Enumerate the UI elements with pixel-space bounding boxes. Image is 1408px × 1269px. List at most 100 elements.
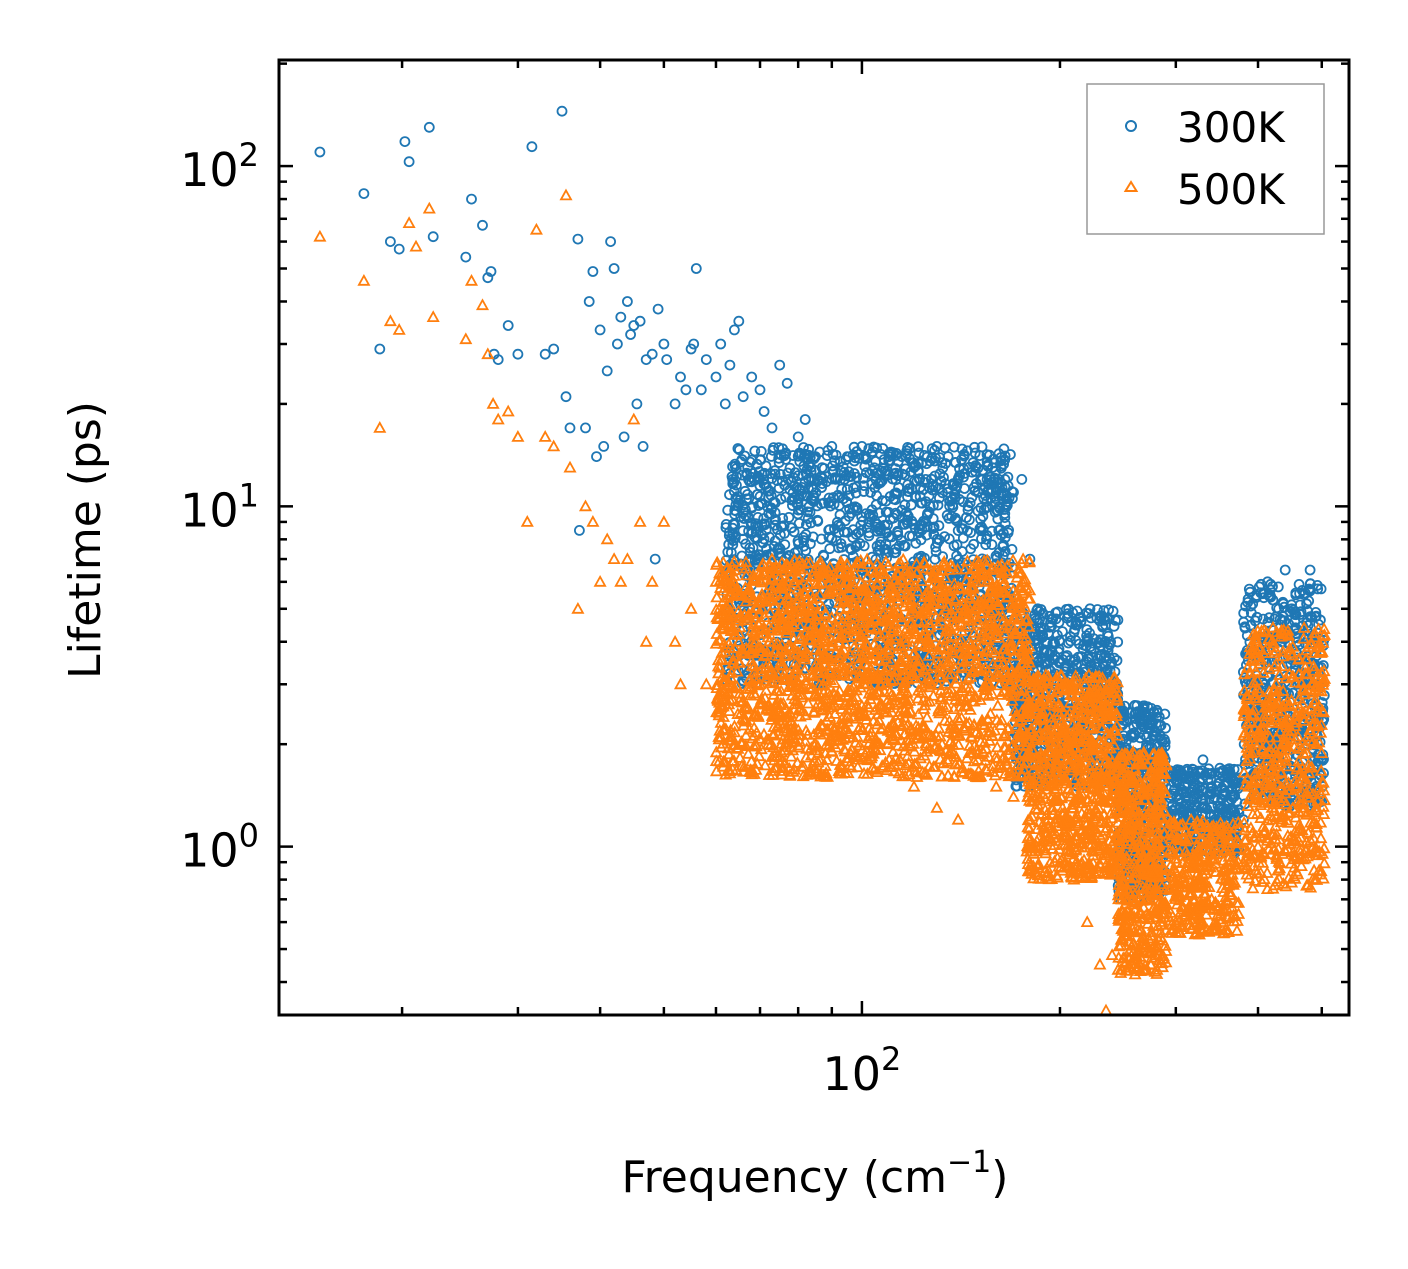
data-point-300k — [601, 365, 613, 377]
data-point-300k — [865, 486, 876, 498]
data-point-300k — [775, 449, 787, 461]
data-point-300k — [631, 398, 643, 410]
data-point-300k — [915, 497, 927, 509]
data-point-300k — [982, 459, 993, 471]
data-point-300k — [904, 442, 916, 454]
data-point-300k — [969, 485, 981, 497]
data-point-300k — [756, 498, 768, 509]
data-point-300k — [710, 371, 722, 383]
data-point-300k — [956, 443, 968, 455]
data-point-300k — [918, 515, 929, 527]
data-point-300k — [1001, 499, 1013, 511]
data-point-300k — [746, 501, 758, 513]
data-point-300k — [952, 525, 964, 536]
data-point-300k — [931, 533, 943, 545]
data-point-300k — [873, 507, 885, 519]
data-point-300k — [750, 518, 762, 530]
data-point-300k — [850, 541, 862, 553]
data-point-300k — [740, 538, 752, 550]
data-point-300k — [564, 422, 576, 434]
data-point-300k — [880, 506, 892, 518]
data-point-300k — [794, 448, 805, 460]
data-point-300k — [661, 354, 673, 366]
data-point-300k — [605, 236, 616, 248]
data-point-300k — [792, 470, 804, 482]
data-point-300k — [772, 524, 783, 535]
data-point-300k — [934, 468, 946, 480]
data-point-300k — [929, 444, 940, 456]
data-point-300k — [403, 156, 415, 168]
data-point-300k — [652, 303, 664, 315]
data-point-300k — [741, 467, 753, 479]
data-point-300k — [688, 338, 700, 350]
data-point-300k — [791, 498, 803, 510]
data-point-300k — [580, 422, 591, 434]
data-point-300k — [1005, 449, 1016, 460]
data-point-300k — [729, 532, 741, 544]
data-point-300k — [943, 513, 955, 524]
data-point-300k — [735, 456, 747, 468]
data-point-300k — [477, 219, 488, 231]
data-point-300k — [964, 497, 976, 509]
data-point-300k — [812, 514, 823, 526]
data-point-300k — [829, 455, 840, 467]
data-point-300k — [485, 266, 497, 277]
data-point-300k — [899, 540, 911, 552]
data-point-300k — [954, 463, 965, 475]
data-point-300k — [975, 513, 986, 525]
data-point-300k — [937, 487, 948, 499]
data-point-300k — [594, 324, 606, 336]
data-point-300k — [625, 329, 636, 340]
data-point-300k — [384, 236, 396, 248]
data-point-300k — [870, 553, 882, 565]
data-point-300k — [950, 512, 961, 524]
data-point-300k — [954, 470, 965, 481]
data-point-300k — [779, 479, 791, 491]
data-point-300k — [742, 489, 753, 500]
data-point-300k — [835, 465, 847, 477]
data-point-300k — [1006, 544, 1018, 555]
data-point-300k — [1052, 629, 1063, 641]
data-point-300k — [669, 398, 681, 410]
data-point-300k — [891, 488, 903, 500]
data-point-300k — [929, 470, 941, 482]
data-point-300k — [423, 121, 435, 133]
data-point-300k — [909, 475, 920, 487]
data-point-300k — [634, 315, 646, 327]
data-point-300k — [843, 471, 855, 483]
data-point-300k — [827, 460, 838, 472]
data-point-300k — [798, 460, 810, 472]
data-point-300k — [871, 442, 883, 454]
data-point-300k — [729, 324, 740, 336]
data-point-300k — [738, 506, 750, 518]
data-point-300k — [1016, 473, 1028, 485]
data-point-300k — [900, 506, 912, 518]
data-point-300k — [888, 512, 899, 524]
data-point-300k — [1096, 634, 1108, 646]
series-layer — [313, 105, 1332, 1015]
data-point-300k — [800, 545, 812, 556]
data-point-300k — [695, 384, 707, 396]
data-point-300k — [961, 512, 972, 523]
data-point-300k — [958, 450, 970, 462]
data-point-300k — [802, 506, 813, 518]
data-point-300k — [949, 491, 961, 503]
data-point-300k — [700, 354, 712, 366]
data-point-300k — [783, 512, 795, 523]
data-point-300k — [773, 457, 785, 468]
data-point-300k — [789, 467, 801, 479]
data-point-300k — [919, 449, 930, 461]
data-point-300k — [727, 461, 738, 473]
data-point-300k — [749, 445, 761, 457]
data-point-300k — [808, 451, 820, 463]
data-point-300k — [914, 473, 926, 485]
data-point-300k — [897, 518, 909, 530]
data-point-300k — [995, 455, 1007, 467]
data-point-300k — [612, 338, 623, 350]
data-point-300k — [937, 462, 949, 474]
data-point-300k — [358, 188, 370, 200]
data-point-300k — [866, 465, 878, 477]
data-point-300k — [1065, 635, 1076, 647]
data-point-300k — [1003, 492, 1015, 504]
